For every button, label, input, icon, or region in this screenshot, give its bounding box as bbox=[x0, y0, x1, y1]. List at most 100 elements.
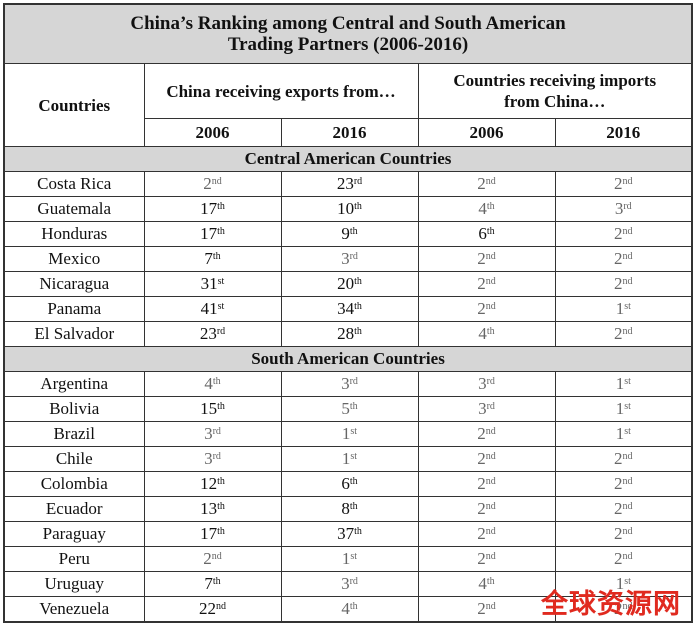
rank-suffix: th bbox=[217, 201, 225, 212]
rank: 2 bbox=[203, 174, 212, 193]
rank-suffix: th bbox=[354, 526, 362, 537]
rank-suffix: rd bbox=[486, 376, 495, 387]
data-row: Honduras 17th 9th 6th 2nd bbox=[3, 221, 693, 247]
country: Honduras bbox=[3, 221, 145, 247]
rank: 2 bbox=[203, 549, 212, 568]
country: Ecuador bbox=[3, 496, 145, 522]
data-row: Guatemala 17th 10th 4th 3rd bbox=[3, 196, 693, 222]
rank-suffix: rd bbox=[216, 326, 226, 337]
rank-cell: 2nd bbox=[417, 296, 556, 322]
rank-suffix: th bbox=[217, 501, 225, 512]
rank: 3 bbox=[341, 249, 350, 268]
data-row: Colombia 12th 6th 2nd 2nd bbox=[3, 471, 693, 497]
rank-cell: 7th bbox=[143, 246, 282, 272]
rank-suffix: th bbox=[349, 401, 358, 412]
rank: 4 bbox=[478, 574, 487, 593]
rank-suffix: nd bbox=[622, 276, 633, 287]
data-row: Ecuador 13th 8th 2nd 2nd bbox=[3, 496, 693, 522]
rank: 3 bbox=[341, 374, 350, 393]
rank-cell: 1st bbox=[554, 396, 693, 422]
rank-suffix: nd bbox=[485, 551, 496, 562]
rank-cell: 5th bbox=[280, 396, 419, 422]
rank: 12 bbox=[200, 474, 218, 493]
rank: 1 bbox=[615, 424, 625, 443]
rank: 41 bbox=[200, 299, 218, 318]
rank-suffix: th bbox=[212, 576, 221, 587]
country: Colombia bbox=[3, 471, 145, 497]
country: Venezuela bbox=[3, 596, 145, 623]
rank: 9 bbox=[341, 224, 350, 243]
rank-cell: 2nd bbox=[554, 521, 693, 547]
section-row: South American Countries bbox=[3, 346, 693, 372]
rank-suffix: th bbox=[354, 276, 362, 287]
rank-cell: 2nd bbox=[417, 171, 556, 197]
rank: 4 bbox=[478, 199, 487, 218]
rank-suffix: nd bbox=[485, 251, 496, 262]
rank-suffix: rd bbox=[212, 426, 221, 437]
rank-suffix: nd bbox=[622, 251, 633, 262]
rank-cell: 17th bbox=[143, 196, 282, 222]
rank: 34 bbox=[337, 299, 355, 318]
data-row: Argentina 4th 3rd 3rd 1st bbox=[3, 371, 693, 397]
data-row: Venezuela 22nd 4th 2nd 2nd bbox=[3, 596, 693, 623]
rank-cell: 6th bbox=[417, 221, 556, 247]
data-row: Bolivia 15th 5th 3rd 1st bbox=[3, 396, 693, 422]
data-row: Paraguay 17th 37th 2nd 2nd bbox=[3, 521, 693, 547]
rank-cell: 2nd bbox=[143, 171, 282, 197]
rank: 6 bbox=[478, 224, 487, 243]
rank-cell: 34th bbox=[280, 296, 419, 322]
rank-suffix: th bbox=[217, 226, 225, 237]
rank-cell: 2nd bbox=[417, 521, 556, 547]
rank: 17 bbox=[200, 524, 218, 543]
rank-cell: 4th bbox=[143, 371, 282, 397]
section-title: Central American Countries bbox=[3, 146, 693, 172]
rank-suffix: th bbox=[354, 326, 362, 337]
rank-cell: 2nd bbox=[417, 496, 556, 522]
rank-suffix: st bbox=[350, 551, 358, 562]
rank-cell: 4th bbox=[417, 321, 556, 347]
rank-suffix: nd bbox=[211, 551, 222, 562]
rank-cell: 2nd bbox=[554, 471, 693, 497]
rank-suffix: rd bbox=[349, 376, 358, 387]
rank-suffix: nd bbox=[485, 301, 496, 312]
country: Guatemala bbox=[3, 196, 145, 222]
rank-cell: 2nd bbox=[417, 471, 556, 497]
rank: 1 bbox=[341, 449, 351, 468]
rank: 1 bbox=[615, 574, 625, 593]
rank-cell: 2nd bbox=[417, 546, 556, 572]
rank-suffix: st bbox=[350, 426, 358, 437]
rank-suffix: st bbox=[217, 301, 225, 312]
rank: 20 bbox=[337, 274, 355, 293]
rank-cell: 2nd bbox=[554, 221, 693, 247]
rank: 2 bbox=[477, 249, 486, 268]
country: Mexico bbox=[3, 246, 145, 272]
country: Peru bbox=[3, 546, 145, 572]
rank: 1 bbox=[615, 374, 625, 393]
rank-suffix: th bbox=[349, 476, 358, 487]
rank-suffix: th bbox=[349, 601, 358, 612]
rank-suffix: nd bbox=[622, 551, 633, 562]
rank-cell: 2nd bbox=[417, 596, 556, 623]
data-row: Panama 41st 34th 2nd 1st bbox=[3, 296, 693, 322]
rank-suffix: th bbox=[212, 376, 221, 387]
rank: 2 bbox=[614, 474, 623, 493]
rank-cell: 4th bbox=[417, 196, 556, 222]
rank-cell: 1st bbox=[280, 421, 419, 447]
rank: 4 bbox=[204, 374, 213, 393]
rank-cell: 9th bbox=[280, 221, 419, 247]
section-row: Central American Countries bbox=[3, 146, 693, 172]
rank-cell: 1st bbox=[554, 571, 693, 597]
year-header: 2006 bbox=[417, 118, 556, 147]
rank-suffix: th bbox=[217, 476, 225, 487]
rank-cell: 2nd bbox=[143, 546, 282, 572]
rank: 8 bbox=[341, 499, 350, 518]
rank-cell: 3rd bbox=[280, 371, 419, 397]
rank-suffix: rd bbox=[349, 576, 358, 587]
rank: 17 bbox=[200, 224, 218, 243]
rank-cell: 3rd bbox=[280, 246, 419, 272]
rank-cell: 3rd bbox=[417, 396, 556, 422]
rank-suffix: st bbox=[350, 451, 358, 462]
rank: 6 bbox=[341, 474, 350, 493]
rank-suffix: st bbox=[624, 301, 631, 312]
